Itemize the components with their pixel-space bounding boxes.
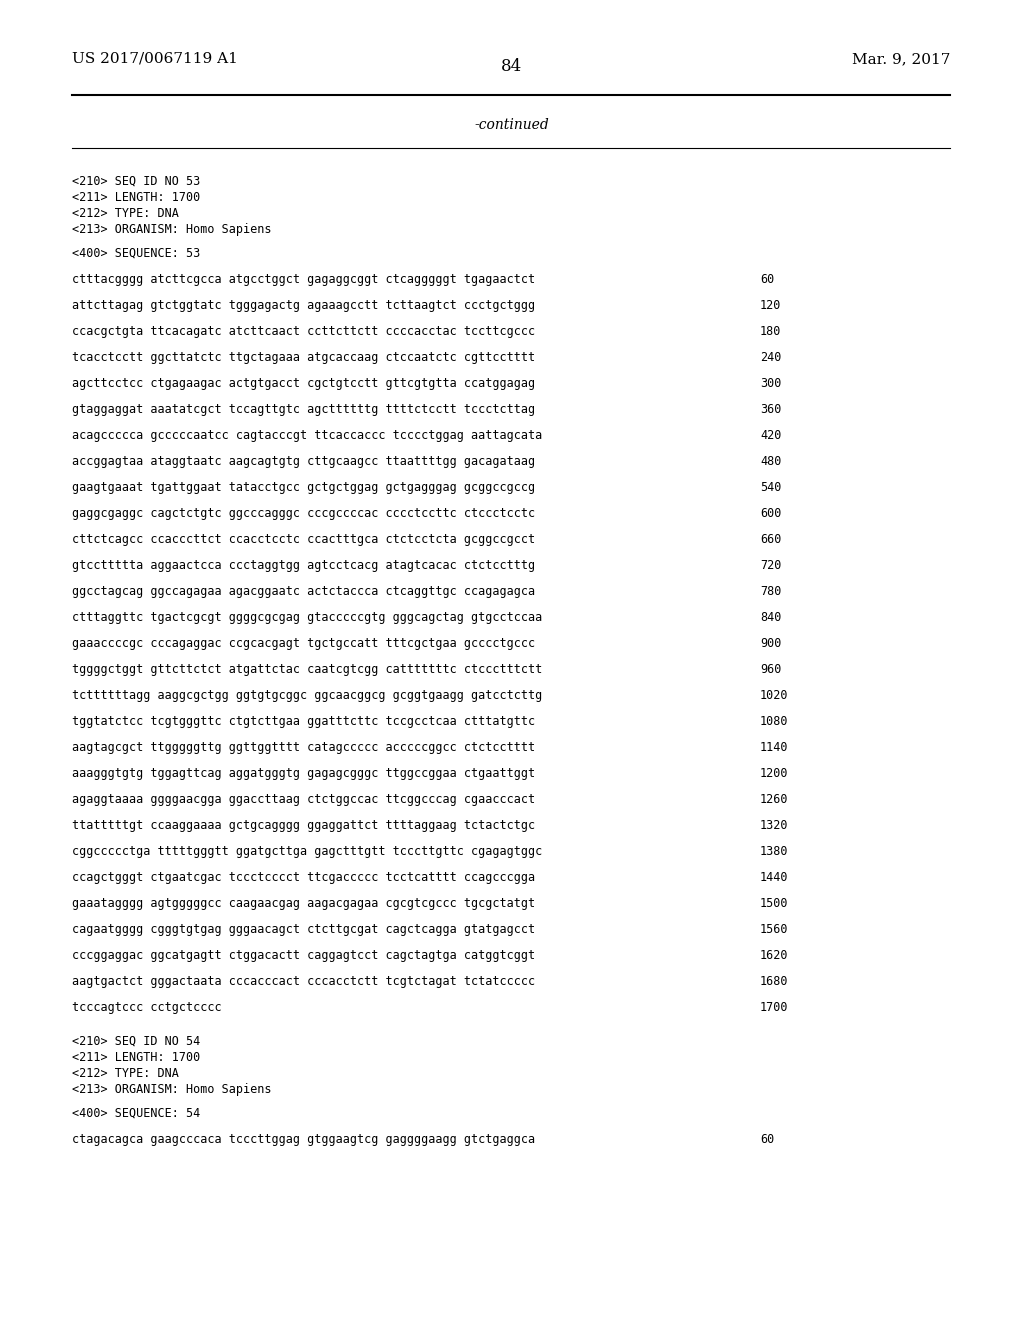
Text: accggagtaa ataggtaatc aagcagtgtg cttgcaagcc ttaattttgg gacagataag: accggagtaa ataggtaatc aagcagtgtg cttgcaa… bbox=[72, 455, 536, 469]
Text: gaggcgaggc cagctctgtc ggcccagggc cccgccccac cccctccttc ctccctcctc: gaggcgaggc cagctctgtc ggcccagggc cccgccc… bbox=[72, 507, 536, 520]
Text: <212> TYPE: DNA: <212> TYPE: DNA bbox=[72, 1067, 179, 1080]
Text: <212> TYPE: DNA: <212> TYPE: DNA bbox=[72, 207, 179, 220]
Text: -continued: -continued bbox=[475, 117, 549, 132]
Text: 960: 960 bbox=[760, 663, 781, 676]
Text: <400> SEQUENCE: 53: <400> SEQUENCE: 53 bbox=[72, 247, 201, 260]
Text: 1020: 1020 bbox=[760, 689, 788, 702]
Text: tggggctggt gttcttctct atgattctac caatcgtcgg catttttttc ctccctttctt: tggggctggt gttcttctct atgattctac caatcgt… bbox=[72, 663, 543, 676]
Text: 240: 240 bbox=[760, 351, 781, 364]
Text: 1620: 1620 bbox=[760, 949, 788, 962]
Text: 1260: 1260 bbox=[760, 793, 788, 807]
Text: ggcctagcag ggccagagaa agacggaatc actctaccca ctcaggttgc ccagagagca: ggcctagcag ggccagagaa agacggaatc actctac… bbox=[72, 585, 536, 598]
Text: ccagctgggt ctgaatcgac tccctcccct ttcgaccccc tcctcatttt ccagcccgga: ccagctgggt ctgaatcgac tccctcccct ttcgacc… bbox=[72, 871, 536, 884]
Text: 60: 60 bbox=[760, 1133, 774, 1146]
Text: agcttcctcc ctgagaagac actgtgacct cgctgtcctt gttcgtgtta ccatggagag: agcttcctcc ctgagaagac actgtgacct cgctgtc… bbox=[72, 378, 536, 389]
Text: <211> LENGTH: 1700: <211> LENGTH: 1700 bbox=[72, 191, 201, 205]
Text: 180: 180 bbox=[760, 325, 781, 338]
Text: ctagacagca gaagcccaca tcccttggag gtggaagtcg gaggggaagg gtctgaggca: ctagacagca gaagcccaca tcccttggag gtggaag… bbox=[72, 1133, 536, 1146]
Text: aaagggtgtg tggagttcag aggatgggtg gagagcgggc ttggccggaa ctgaattggt: aaagggtgtg tggagttcag aggatgggtg gagagcg… bbox=[72, 767, 536, 780]
Text: 1560: 1560 bbox=[760, 923, 788, 936]
Text: <213> ORGANISM: Homo Sapiens: <213> ORGANISM: Homo Sapiens bbox=[72, 223, 271, 236]
Text: 600: 600 bbox=[760, 507, 781, 520]
Text: cagaatgggg cgggtgtgag gggaacagct ctcttgcgat cagctcagga gtatgagcct: cagaatgggg cgggtgtgag gggaacagct ctcttgc… bbox=[72, 923, 536, 936]
Text: <213> ORGANISM: Homo Sapiens: <213> ORGANISM: Homo Sapiens bbox=[72, 1082, 271, 1096]
Text: 120: 120 bbox=[760, 300, 781, 312]
Text: gaaatagggg agtgggggcc caagaacgag aagacgagaa cgcgtcgccc tgcgctatgt: gaaatagggg agtgggggcc caagaacgag aagacga… bbox=[72, 898, 536, 909]
Text: <400> SEQUENCE: 54: <400> SEQUENCE: 54 bbox=[72, 1107, 201, 1119]
Text: <210> SEQ ID NO 54: <210> SEQ ID NO 54 bbox=[72, 1035, 201, 1048]
Text: acagccccca gcccccaatcc cagtacccgt ttcaccaccc tcccctggag aattagcata: acagccccca gcccccaatcc cagtacccgt ttcacc… bbox=[72, 429, 543, 442]
Text: gtaggaggat aaatatcgct tccagttgtc agcttttttg ttttctcctt tccctcttag: gtaggaggat aaatatcgct tccagttgtc agctttt… bbox=[72, 403, 536, 416]
Text: 420: 420 bbox=[760, 429, 781, 442]
Text: <211> LENGTH: 1700: <211> LENGTH: 1700 bbox=[72, 1051, 201, 1064]
Text: 480: 480 bbox=[760, 455, 781, 469]
Text: 660: 660 bbox=[760, 533, 781, 546]
Text: US 2017/0067119 A1: US 2017/0067119 A1 bbox=[72, 51, 238, 66]
Text: 540: 540 bbox=[760, 480, 781, 494]
Text: cggccccctga tttttgggtt ggatgcttga gagctttgtt tcccttgttc cgagagtggc: cggccccctga tttttgggtt ggatgcttga gagctt… bbox=[72, 845, 543, 858]
Text: 1320: 1320 bbox=[760, 818, 788, 832]
Text: gaaaccccgc cccagaggac ccgcacgagt tgctgccatt tttcgctgaa gcccctgccc: gaaaccccgc cccagaggac ccgcacgagt tgctgcc… bbox=[72, 638, 536, 649]
Text: ctttaggttc tgactcgcgt ggggcgcgag gtacccccgtg gggcagctag gtgcctccaa: ctttaggttc tgactcgcgt ggggcgcgag gtacccc… bbox=[72, 611, 543, 624]
Text: 720: 720 bbox=[760, 558, 781, 572]
Text: 84: 84 bbox=[502, 58, 522, 75]
Text: aagtagcgct ttgggggttg ggttggtttt catagccccc acccccggcc ctctcctttt: aagtagcgct ttgggggttg ggttggtttt catagcc… bbox=[72, 741, 536, 754]
Text: 1680: 1680 bbox=[760, 975, 788, 987]
Text: cccggaggac ggcatgagtt ctggacactt caggagtcct cagctagtga catggtcggt: cccggaggac ggcatgagtt ctggacactt caggagt… bbox=[72, 949, 536, 962]
Text: gaagtgaaat tgattggaat tatacctgcc gctgctggag gctgagggag gcggccgccg: gaagtgaaat tgattggaat tatacctgcc gctgctg… bbox=[72, 480, 536, 494]
Text: 1700: 1700 bbox=[760, 1001, 788, 1014]
Text: tcccagtccc cctgctcccc: tcccagtccc cctgctcccc bbox=[72, 1001, 221, 1014]
Text: 60: 60 bbox=[760, 273, 774, 286]
Text: tcttttttagg aaggcgctgg ggtgtgcggc ggcaacggcg gcggtgaagg gatcctcttg: tcttttttagg aaggcgctgg ggtgtgcggc ggcaac… bbox=[72, 689, 543, 702]
Text: <210> SEQ ID NO 53: <210> SEQ ID NO 53 bbox=[72, 176, 201, 187]
Text: ccacgctgta ttcacagatc atcttcaact ccttcttctt ccccacctac tccttcgccc: ccacgctgta ttcacagatc atcttcaact ccttctt… bbox=[72, 325, 536, 338]
Text: cttctcagcc ccacccttct ccacctcctc ccactttgca ctctcctcta gcggccgcct: cttctcagcc ccacccttct ccacctcctc ccacttt… bbox=[72, 533, 536, 546]
Text: agaggtaaaa ggggaacgga ggaccttaag ctctggccac ttcggcccag cgaacccact: agaggtaaaa ggggaacgga ggaccttaag ctctggc… bbox=[72, 793, 536, 807]
Text: ttatttttgt ccaaggaaaa gctgcagggg ggaggattct ttttaggaag tctactctgc: ttatttttgt ccaaggaaaa gctgcagggg ggaggat… bbox=[72, 818, 536, 832]
Text: 780: 780 bbox=[760, 585, 781, 598]
Text: gtccttttta aggaactcca ccctaggtgg agtcctcacg atagtcacac ctctcctttg: gtccttttta aggaactcca ccctaggtgg agtcctc… bbox=[72, 558, 536, 572]
Text: Mar. 9, 2017: Mar. 9, 2017 bbox=[852, 51, 950, 66]
Text: aagtgactct gggactaata cccacccact cccacctctt tcgtctagat tctatccccc: aagtgactct gggactaata cccacccact cccacct… bbox=[72, 975, 536, 987]
Text: tggtatctcc tcgtgggttc ctgtcttgaa ggatttcttc tccgcctcaa ctttatgttc: tggtatctcc tcgtgggttc ctgtcttgaa ggatttc… bbox=[72, 715, 536, 729]
Text: 1440: 1440 bbox=[760, 871, 788, 884]
Text: 360: 360 bbox=[760, 403, 781, 416]
Text: attcttagag gtctggtatc tgggagactg agaaagcctt tcttaagtct ccctgctggg: attcttagag gtctggtatc tgggagactg agaaagc… bbox=[72, 300, 536, 312]
Text: tcacctcctt ggcttatctc ttgctagaaa atgcaccaag ctccaatctc cgttcctttt: tcacctcctt ggcttatctc ttgctagaaa atgcacc… bbox=[72, 351, 536, 364]
Text: 900: 900 bbox=[760, 638, 781, 649]
Text: 1380: 1380 bbox=[760, 845, 788, 858]
Text: 1080: 1080 bbox=[760, 715, 788, 729]
Text: 1140: 1140 bbox=[760, 741, 788, 754]
Text: 840: 840 bbox=[760, 611, 781, 624]
Text: 300: 300 bbox=[760, 378, 781, 389]
Text: ctttacgggg atcttcgcca atgcctggct gagaggcggt ctcagggggt tgagaactct: ctttacgggg atcttcgcca atgcctggct gagaggc… bbox=[72, 273, 536, 286]
Text: 1200: 1200 bbox=[760, 767, 788, 780]
Text: 1500: 1500 bbox=[760, 898, 788, 909]
